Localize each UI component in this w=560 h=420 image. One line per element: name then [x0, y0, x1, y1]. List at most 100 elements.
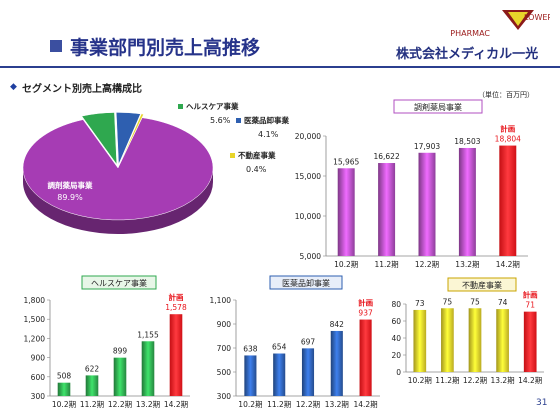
x-tick-label: 11.2期: [267, 400, 291, 409]
x-tick-label: 14.2期: [164, 400, 188, 409]
x-tick-label: 13.2期: [325, 400, 349, 409]
bar-12.2期: [301, 348, 315, 396]
bar-10.2期: [413, 309, 427, 372]
bar-value-label: 17,903: [414, 142, 440, 151]
chart-title-box: [393, 99, 483, 114]
bar-value-label: 18,804: [495, 135, 521, 144]
plan-label: 計画: [500, 124, 515, 134]
pie-slice-side-0: [23, 168, 213, 234]
bar-value-label: 15,965: [333, 157, 359, 166]
x-tick-label: 12.2期: [296, 400, 320, 409]
company-name: 株式会社メディカル一光: [396, 47, 539, 62]
bar-value-label: 638: [243, 344, 258, 353]
bar-14.2期: [499, 145, 517, 256]
bar-value-label: 71: [525, 301, 535, 310]
plan-label: 計画: [523, 290, 538, 300]
x-tick-label: 14.2期: [518, 376, 542, 385]
y-tick-label: 40: [391, 334, 401, 343]
y-tick-label: 500: [217, 368, 232, 377]
bar-10.2期: [337, 168, 355, 256]
bar-11.2期: [441, 308, 454, 372]
bar-value-label: 73: [415, 299, 425, 308]
bar-11.2期: [378, 163, 396, 256]
logo-flower-center-icon: [508, 12, 528, 26]
logo-text-pharmac: PHARMAC: [450, 29, 490, 38]
bar-value-label: 899: [113, 347, 128, 356]
x-tick-label: 13.2期: [455, 260, 479, 269]
y-tick-label: 700: [217, 344, 232, 353]
y-tick-label: 10,000: [295, 212, 321, 221]
chart-title: 調剤薬局事業: [414, 102, 462, 112]
page-number: 31: [536, 398, 548, 408]
unit-note: （単位：百万円）: [478, 91, 534, 99]
x-tick-label: 12.2期: [108, 400, 132, 409]
bar-11.2期: [85, 375, 99, 396]
y-tick-label: 0: [396, 368, 401, 377]
logo-text-flower: LOWER: [524, 13, 550, 22]
bar-10.2期: [244, 355, 257, 396]
legend-marker-wholesale: [236, 118, 241, 123]
bar-13.2期: [330, 330, 343, 396]
healthcare-bar-chart: ヘルスケア事業 300 600 900 1,200 1,500 1,800 508 10.2期 6…: [24, 275, 190, 409]
pie-slice-1: [81, 112, 118, 166]
bar-value-label: 16,622: [373, 152, 399, 161]
bar-12.2期: [113, 357, 127, 396]
bar-value-label: 75: [470, 297, 480, 306]
y-tick-label: 5,000: [300, 252, 322, 261]
section-title: セグメント別売上高構成比: [22, 84, 142, 95]
bar-value-label: 1,578: [165, 303, 187, 312]
bar-10.2期: [57, 382, 71, 396]
bar-11.2期: [273, 353, 286, 396]
bar-value-label: 74: [498, 298, 508, 307]
y-tick-label: 900: [31, 354, 46, 363]
bar-value-label: 508: [57, 372, 72, 381]
bar-14.2期: [523, 311, 537, 372]
title-square-marker: [50, 40, 62, 52]
x-tick-label: 10.2期: [408, 376, 432, 385]
chart-title-box: [447, 277, 517, 292]
y-tick-label: 900: [217, 320, 232, 329]
pie-label-realestate: 不動産事業: [238, 150, 276, 160]
diamond-bullet-icon: ◆: [10, 82, 17, 92]
x-tick-label: 10.2期: [52, 400, 76, 409]
bar-14.2期: [359, 319, 372, 396]
bar-value-label: 1,155: [137, 330, 159, 339]
pie-value-wholesale: 4.1%: [258, 130, 279, 139]
chart-title-box: [81, 275, 157, 290]
legend-marker-realestate: [230, 153, 235, 158]
pie-label-wholesale: 医薬品卸事業: [244, 115, 289, 125]
y-tick-label: 20: [391, 351, 401, 360]
segment-pie-chart: 調剤薬局事業 89.9% ヘルスケア事業 5.6% 医薬品卸事業 4.1% 不動産事業 0.4…: [22, 101, 289, 234]
chart-title: 不動産事業: [462, 280, 502, 290]
pie-label-pharmacy: 調剤薬局事業: [48, 180, 93, 190]
page-title: 事業部門別売上高推移: [70, 37, 261, 59]
y-tick-label: 300: [217, 392, 232, 401]
y-tick-label: 20,000: [295, 132, 321, 141]
realestate-bar-chart: 不動産事業 0 20 40 60 80 73 10.2期 75 11.2期 75 12.2期 74 13.…: [391, 277, 544, 385]
x-tick-label: 11.2期: [435, 376, 459, 385]
bar-13.2期: [458, 147, 476, 256]
y-tick-label: 1,800: [24, 296, 46, 305]
bar-value-label: 18,503: [454, 137, 480, 146]
bar-14.2期: [169, 314, 183, 396]
pie-value-realestate: 0.4%: [246, 165, 267, 174]
bar-value-label: 654: [272, 343, 287, 352]
bar-12.2期: [468, 308, 482, 372]
x-tick-label: 13.2期: [490, 376, 514, 385]
pie-value-pharmacy: 89.9%: [57, 193, 83, 202]
y-tick-label: 80: [391, 300, 401, 309]
legend-marker-healthcare: [178, 104, 183, 109]
pie-slice-2: [115, 112, 141, 165]
y-tick-label: 1,200: [24, 334, 46, 343]
x-tick-label: 12.2期: [415, 260, 439, 269]
x-tick-label: 10.2期: [334, 260, 358, 269]
x-tick-label: 10.2期: [238, 400, 262, 409]
x-tick-label: 14.2期: [496, 260, 520, 269]
bar-value-label: 75: [443, 297, 453, 306]
plan-label: 計画: [358, 298, 373, 308]
company-logo: PHARMAC LOWER: [450, 10, 550, 38]
plan-label: 計画: [169, 292, 184, 302]
y-tick-label: 1,500: [24, 315, 46, 324]
pie-slice-0: [22, 117, 214, 221]
bar-value-label: 622: [85, 364, 100, 373]
